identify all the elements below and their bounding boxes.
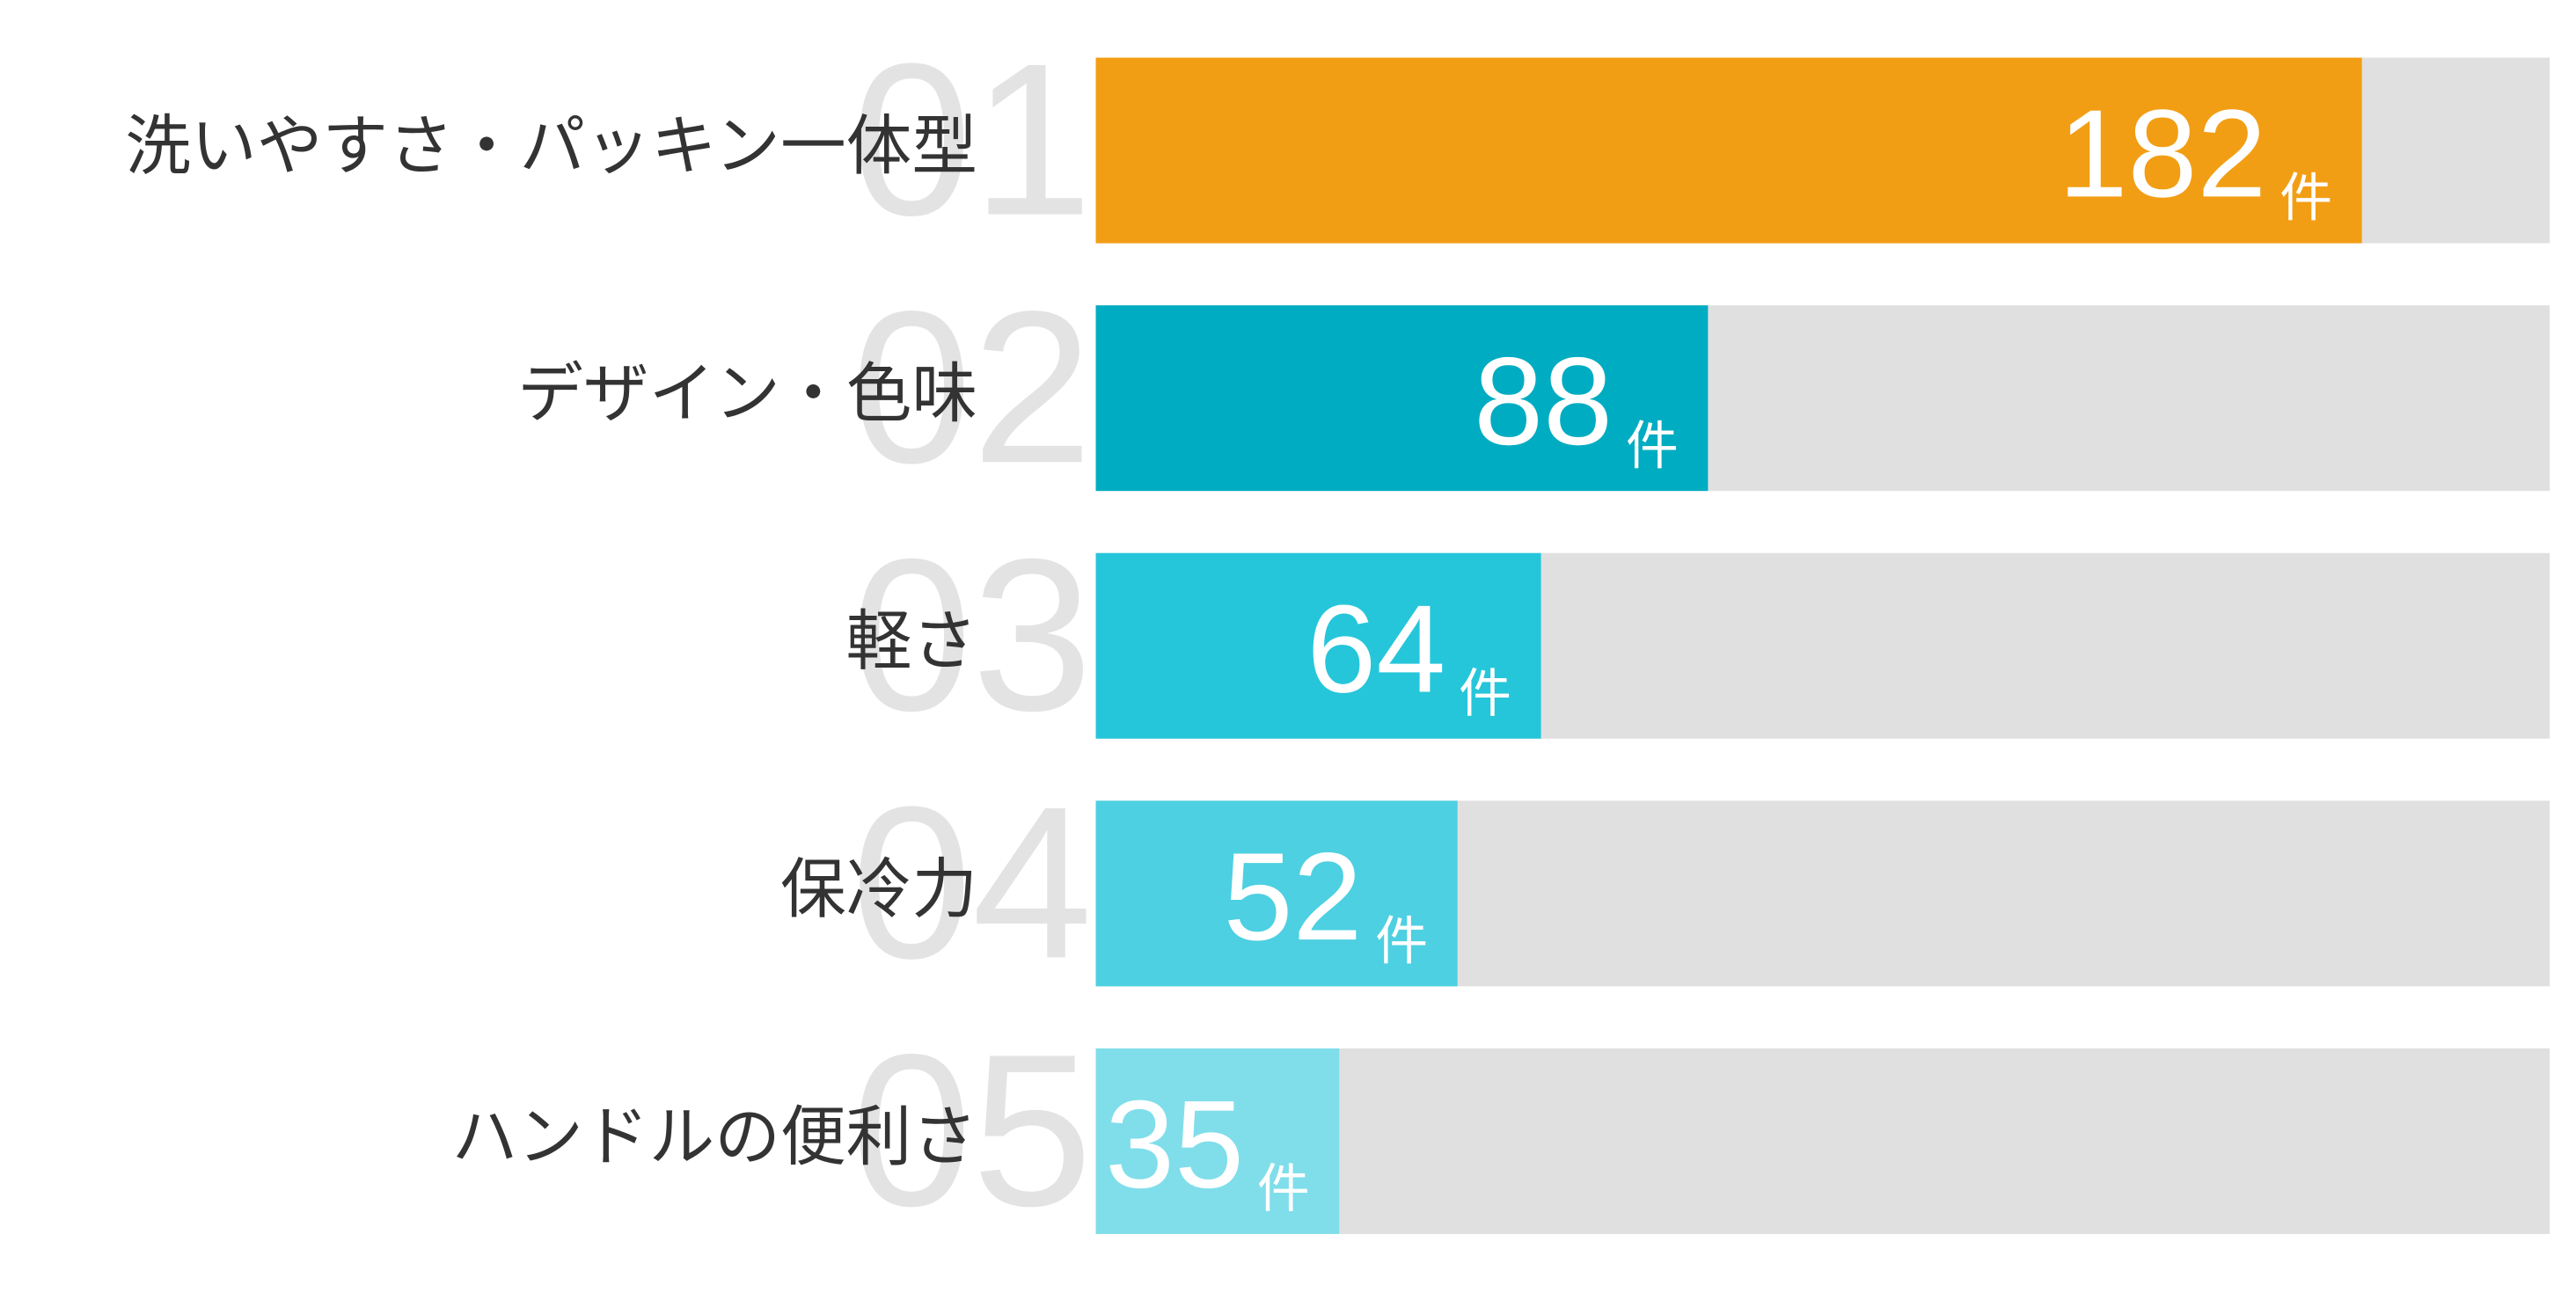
bar xyxy=(1095,552,1541,739)
bar xyxy=(1095,57,2362,244)
value-label: 35 xyxy=(1105,1076,1244,1215)
bar xyxy=(1095,305,1709,492)
bar xyxy=(1095,1048,1340,1234)
value-label: 182 xyxy=(2059,84,2267,223)
rank-number: 05 xyxy=(852,1010,1093,1252)
value-unit: 件 xyxy=(2280,169,2332,230)
value-label: 64 xyxy=(1306,581,1445,720)
rank-number: 02 xyxy=(852,267,1093,508)
category-label: 軽さ xyxy=(846,603,977,680)
value-label: 52 xyxy=(1224,828,1363,967)
rank-number: 03 xyxy=(852,515,1093,756)
bar xyxy=(1095,800,1458,987)
value-unit: 件 xyxy=(1375,912,1428,973)
category-label: 保冷力 xyxy=(780,851,977,927)
category-label: デザイン・色味 xyxy=(517,355,977,432)
rank-number: 04 xyxy=(852,762,1093,1004)
value-unit: 件 xyxy=(1626,416,1679,477)
value-label: 88 xyxy=(1474,332,1613,471)
rank-number: 01 xyxy=(852,19,1093,261)
value-unit: 件 xyxy=(1459,664,1511,725)
category-label: 洗いやすさ・パッキン一体型 xyxy=(125,108,977,185)
value-unit: 件 xyxy=(1257,1159,1310,1220)
category-label: ハンドルの便利さ xyxy=(452,1099,978,1175)
